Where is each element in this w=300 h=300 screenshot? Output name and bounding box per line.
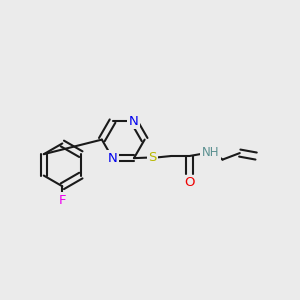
Text: N: N [108, 152, 117, 165]
Text: S: S [148, 151, 157, 164]
Text: NH: NH [202, 146, 219, 159]
Text: F: F [58, 194, 66, 207]
Text: N: N [129, 115, 139, 128]
Text: O: O [184, 176, 194, 189]
